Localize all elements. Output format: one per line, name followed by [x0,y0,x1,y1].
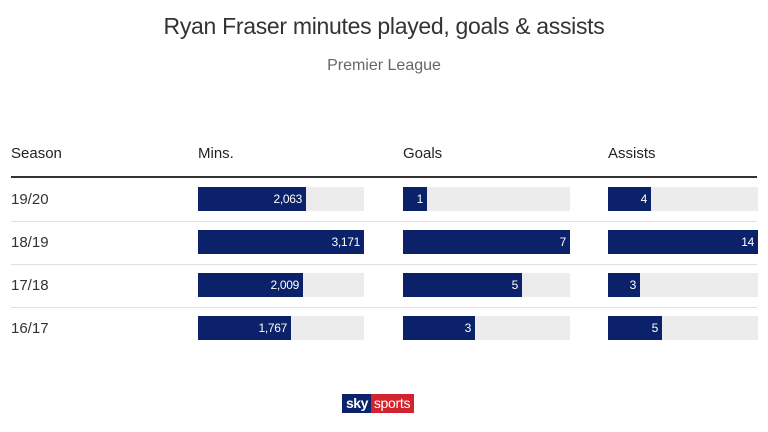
mins-bar-track: 2,063 [198,187,364,211]
season-label: 17/18 [11,277,49,294]
sky-sports-logo: sky sports [342,394,415,413]
goals-value-label: 5 [511,278,519,292]
chart-subtitle: Premier League [327,57,441,74]
mins-bar [198,230,364,254]
assists-bar-track: 5 [608,316,758,340]
header-rule [11,176,757,178]
goals-value-label: 7 [559,235,567,249]
mins-bar-track: 2,009 [198,273,364,297]
assists-value-label: 3 [629,278,637,292]
goals-value-label: 3 [464,321,472,335]
goals-bar [403,230,570,254]
assists-value-label: 14 [741,235,754,249]
goals-bar-track: 7 [403,230,570,254]
mins-value-label: 2,063 [273,192,302,206]
goals-value-label: 1 [416,192,424,206]
header-mins: Mins. [198,145,234,162]
goals-bar-track: 5 [403,273,570,297]
logo-sky-text: sky [342,394,371,413]
assists-bar [608,316,662,340]
season-label: 19/20 [11,191,49,208]
season-label: 16/17 [11,320,49,337]
chart-title: Ryan Fraser minutes played, goals & assi… [163,13,605,39]
mins-bar-track: 3,171 [198,230,364,254]
header-goals: Goals [403,145,443,162]
assists-bar-track: 3 [608,273,758,297]
assists-bar-track: 14 [608,230,758,254]
mins-bar [198,273,303,297]
row-divider [11,264,757,265]
season-label: 18/19 [11,234,49,251]
row-divider [11,221,757,222]
header-assists: Assists [608,145,656,162]
goals-bar-track: 3 [403,316,570,340]
mins-bar [198,316,291,340]
header-season: Season [11,145,62,162]
assists-bar [608,273,640,297]
mins-value-label: 2,009 [270,278,299,292]
goals-bar [403,187,427,211]
assists-bar [608,230,758,254]
assists-bar [608,187,651,211]
mins-value-label: 3,171 [331,235,360,249]
assists-value-label: 5 [651,321,659,335]
goals-bar [403,273,522,297]
mins-value-label: 1,767 [258,321,287,335]
mins-bar [198,187,306,211]
goals-bar-track: 1 [403,187,570,211]
assists-bar-track: 4 [608,187,758,211]
goals-bar [403,316,475,340]
logo-sports-text: sports [370,394,415,413]
mins-bar-track: 1,767 [198,316,364,340]
assists-value-label: 4 [640,192,648,206]
row-divider [11,307,757,308]
